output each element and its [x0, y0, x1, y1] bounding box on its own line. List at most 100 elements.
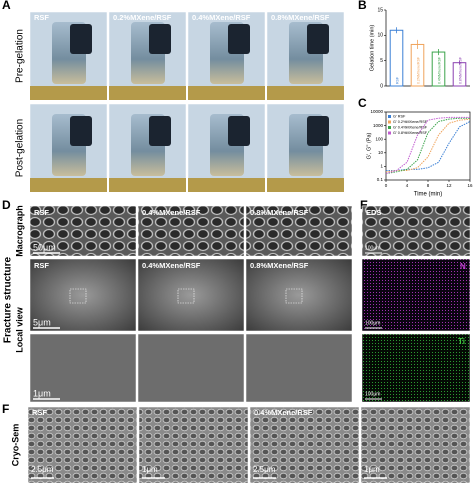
y-tick-label: 0.1 — [377, 177, 384, 182]
panel-letter: D — [2, 198, 11, 212]
axis-title: Time (min) — [414, 192, 442, 198]
bar-label: RSF — [395, 77, 399, 84]
x-tick-label: 4 — [406, 183, 409, 188]
row-label: Pre-gelation — [15, 29, 26, 83]
scale-bar: 100μm — [365, 391, 380, 397]
scale-bar: 1μm — [364, 465, 380, 474]
stand — [267, 178, 344, 192]
element-label: N — [460, 262, 466, 271]
column-label: 0.4%MXene/RSF — [192, 13, 251, 22]
stand — [30, 178, 107, 192]
row-label: Macrograph — [14, 205, 24, 257]
eds-title: EDS — [366, 208, 381, 217]
y-tick-label: 10000 — [370, 109, 383, 114]
stand — [109, 178, 186, 192]
vial-cap — [307, 24, 329, 54]
vial-cap — [228, 24, 250, 54]
y-tick-label: 15 — [377, 7, 383, 13]
scale-bar: 2.5μm — [31, 465, 54, 474]
column-label: 0.2%MXene/RSF — [113, 13, 172, 22]
local-view — [137, 333, 245, 403]
y-tick-label: 10 — [377, 33, 383, 39]
column-label: RSF — [34, 208, 49, 217]
panel-letter: E — [360, 198, 368, 212]
column-label: 0.4%MXene/RSF — [142, 208, 201, 217]
zoom-box — [69, 288, 87, 304]
column-label: 0.4%MXene/RSF — [142, 261, 201, 270]
legend-label: G' 0.8%MXene/RSF — [393, 131, 428, 135]
vial-cap — [228, 116, 250, 146]
legend-swatch — [388, 115, 391, 118]
axis-title: G', G'' (Pa) — [366, 132, 372, 159]
legend-swatch — [388, 126, 391, 129]
x-tick-label: 8 — [427, 183, 430, 188]
column-label: RSF — [34, 261, 49, 270]
y-tick-label: 5 — [380, 58, 383, 64]
bar-label: 0.4%MXene/RSF — [437, 57, 441, 84]
legend-swatch — [388, 131, 391, 135]
legend-label: G' 0.2%MXene/RSF — [393, 120, 428, 124]
stand — [188, 86, 265, 100]
axis-title: Gelation time (min) — [369, 25, 375, 72]
column-label: 0.8%MXene/RSF — [250, 208, 309, 217]
local-view — [245, 258, 353, 332]
column-label: 0.4%MXene/RSF — [254, 408, 313, 417]
zoom-box — [177, 288, 195, 304]
panel-letter: B — [358, 0, 367, 12]
y-tick-label: 1 — [380, 164, 383, 169]
stand — [267, 86, 344, 100]
cryo-image — [27, 406, 138, 484]
legend-label: G' 0.4%MXene/RSF — [393, 126, 428, 130]
scale-bar: 100μm — [365, 320, 380, 326]
column-label: RSF — [34, 13, 49, 22]
row-label: Local view — [14, 306, 24, 353]
macrograph — [245, 205, 353, 257]
scale-bar: 100μm — [365, 245, 380, 251]
macrograph — [29, 205, 137, 257]
side-label: Fracture structure — [3, 256, 14, 343]
x-tick-label: 0 — [385, 183, 388, 188]
local-view — [137, 258, 245, 332]
stand — [30, 86, 107, 100]
bar-label: 0.2%MXene/RSF — [416, 57, 420, 84]
y-tick-label: 10 — [378, 150, 384, 155]
vial-cap — [70, 24, 92, 54]
cryo-image — [138, 406, 249, 484]
y-tick-label: 100 — [375, 136, 383, 141]
eds-map — [361, 333, 471, 403]
local-view — [29, 258, 137, 332]
scale-bar: 5μm — [33, 317, 51, 327]
scale-bar: 1μm — [142, 465, 158, 474]
scale-bar: 2.5μm — [253, 465, 276, 474]
legend-label: G' RSF — [393, 115, 406, 119]
y-tick-label: 0 — [380, 83, 383, 89]
local-view — [245, 333, 353, 403]
eds-image — [361, 205, 471, 257]
y-tick-label: 1000 — [373, 123, 384, 128]
eds-map — [361, 258, 471, 332]
side-label: Cryo-Sem — [10, 424, 20, 467]
bar-label: 0.8%MXene/RSF — [458, 57, 462, 84]
local-view — [29, 333, 137, 403]
series-line — [385, 117, 470, 175]
x-tick-label: 12 — [446, 183, 452, 188]
stand — [188, 178, 265, 192]
panel-letter: F — [2, 402, 9, 416]
column-label: 0.8%MXene/RSF — [250, 261, 309, 270]
column-label: 0.8%MXene/RSF — [271, 13, 330, 22]
vial-cap — [70, 116, 92, 146]
vial-cap — [149, 24, 171, 54]
series-line — [386, 121, 471, 171]
vial-cap — [149, 116, 171, 146]
x-tick-label: 16 — [467, 183, 473, 188]
scale-bar: 1μm — [33, 388, 51, 398]
panel-letter: A — [2, 0, 11, 12]
cryo-image — [249, 406, 360, 484]
cryo-image — [360, 406, 471, 484]
row-label: Post-gelation — [15, 119, 26, 177]
macrograph — [137, 205, 245, 257]
vial-cap — [307, 116, 329, 146]
scale-bar: 50μm — [33, 242, 56, 252]
legend-swatch — [388, 120, 391, 124]
